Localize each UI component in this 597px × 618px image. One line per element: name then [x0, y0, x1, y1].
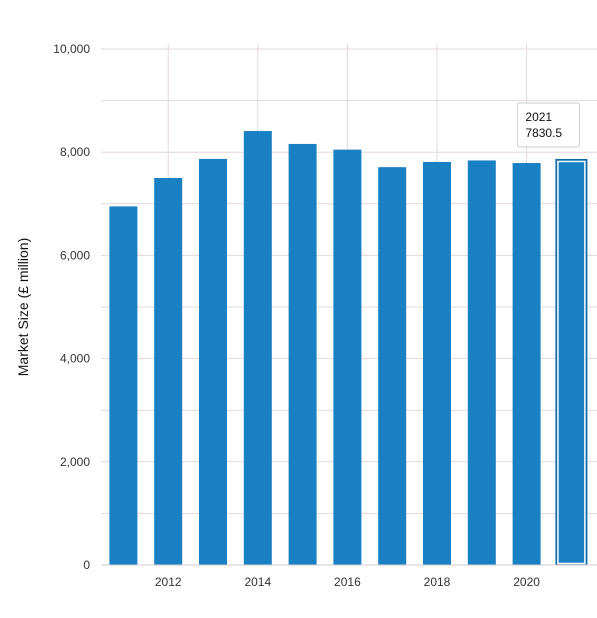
tooltip-box [516, 102, 580, 148]
y-tick-label: 10,000 [53, 42, 90, 56]
bar-2017 [378, 167, 407, 565]
y-tick-label: 4,000 [60, 352, 90, 366]
x-tick-label: 2016 [334, 575, 361, 589]
y-tick-label: 0 [83, 558, 90, 572]
bar-2013 [199, 158, 227, 565]
bar-2015 [288, 143, 317, 565]
y-tick-label: 6,000 [60, 248, 90, 262]
bar-2016 [333, 149, 362, 565]
tooltip-value: 7830.5 [525, 126, 562, 140]
bar-2014 [243, 131, 272, 565]
tooltip: 2021 7830.5 [516, 102, 580, 148]
y-axis-title: Market Size (£ million) [15, 238, 31, 376]
bar-2021 [557, 160, 586, 565]
x-tick-label: 2018 [424, 575, 451, 589]
x-tick-label: 2014 [244, 575, 271, 589]
y-tick-label: 2,000 [60, 455, 90, 469]
bar-2020 [512, 163, 541, 565]
bar-2018 [423, 162, 451, 565]
bar-2012 [154, 178, 183, 565]
bar-2011 [109, 206, 138, 565]
tooltip-category: 2021 [525, 110, 552, 124]
bars [109, 131, 588, 565]
x-tick-label: 2020 [513, 575, 540, 589]
x-tick-label: 2012 [155, 575, 182, 589]
bar-2019 [467, 160, 496, 565]
y-tick-label: 8,000 [60, 145, 90, 159]
x-axis-tick-labels: 2012 2014 2016 2018 2020 [155, 575, 540, 589]
y-axis-tick-labels: 0 2,000 4,000 6,000 8,000 10,000 [53, 42, 90, 572]
